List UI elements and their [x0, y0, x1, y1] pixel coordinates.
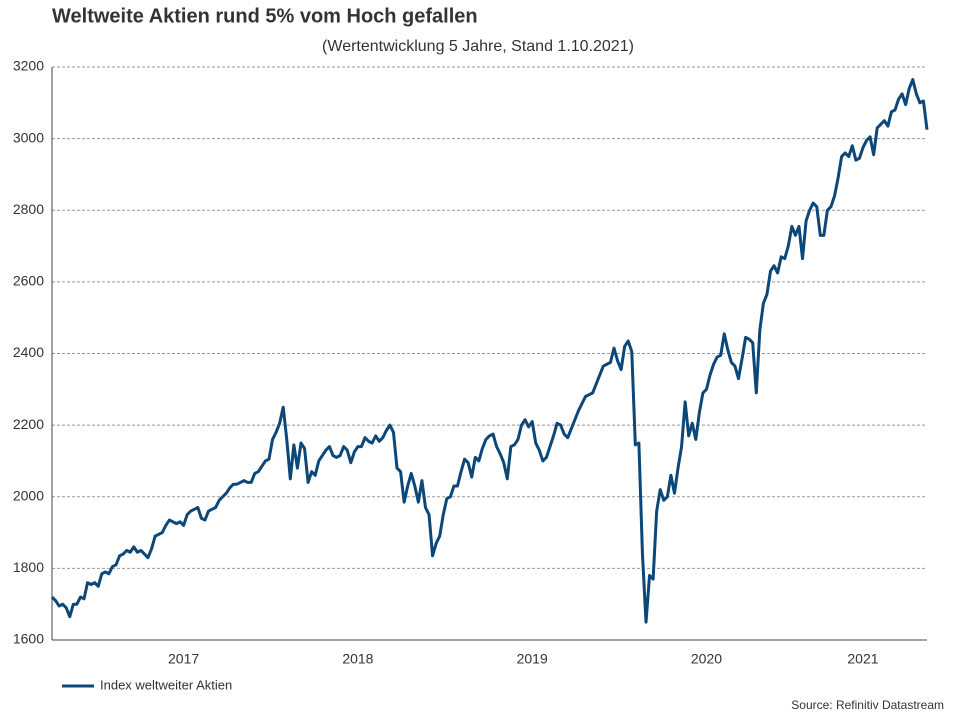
y-tick-label: 2800	[13, 201, 44, 217]
x-tick-label: 2018	[342, 651, 373, 667]
x-tick-label: 2019	[517, 651, 548, 667]
x-tick-label: 2021	[847, 651, 878, 667]
source-note: Source: Refinitiv Datastream	[791, 698, 944, 712]
y-tick-label: 1600	[13, 631, 44, 647]
y-tick-label: 2200	[13, 416, 44, 432]
x-tick-label: 2020	[691, 651, 722, 667]
y-tick-label: 3000	[13, 129, 44, 145]
chart-subtitle: (Wertentwicklung 5 Jahre, Stand 1.10.202…	[322, 38, 634, 55]
data-line	[50, 78, 929, 624]
legend-label: Index weltweiter Aktien	[100, 677, 232, 692]
y-tick-label: 3200	[13, 58, 44, 74]
x-tick-label: 2017	[168, 651, 199, 667]
y-tick-label: 2600	[13, 273, 44, 289]
chart-title: Weltweite Aktien rund 5% vom Hoch gefall…	[52, 5, 478, 27]
y-tick-label: 1800	[13, 559, 44, 575]
y-tick-label: 2400	[13, 344, 44, 360]
y-tick-label: 2000	[13, 487, 44, 503]
